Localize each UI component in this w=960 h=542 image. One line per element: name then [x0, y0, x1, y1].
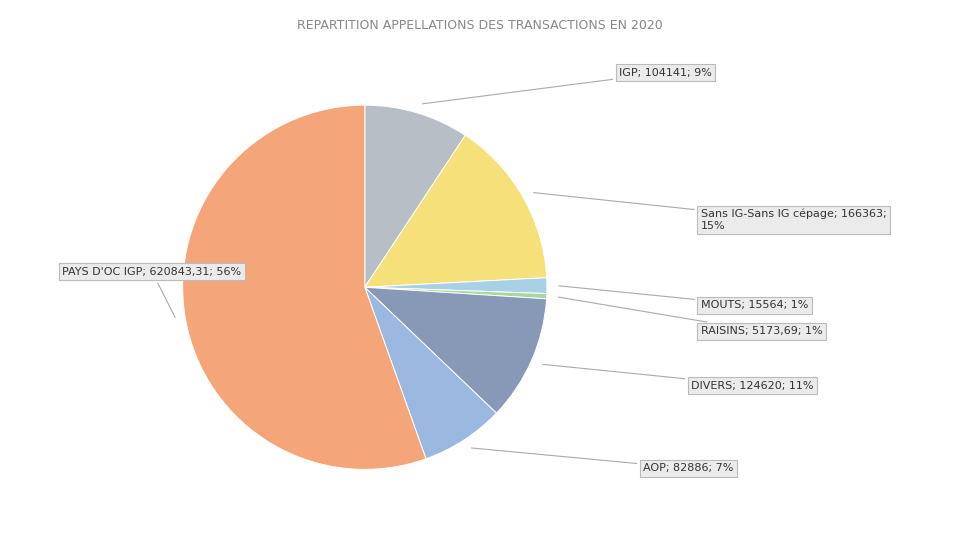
Text: DIVERS; 124620; 11%: DIVERS; 124620; 11% — [542, 364, 814, 391]
Text: IGP; 104141; 9%: IGP; 104141; 9% — [422, 68, 712, 104]
Wedge shape — [365, 136, 546, 287]
Wedge shape — [182, 105, 426, 469]
Wedge shape — [365, 287, 546, 413]
Text: PAYS D'OC IGP; 620843,31; 56%: PAYS D'OC IGP; 620843,31; 56% — [62, 267, 242, 318]
Text: MOUTS; 15564; 1%: MOUTS; 15564; 1% — [559, 286, 808, 311]
Wedge shape — [365, 287, 496, 459]
Wedge shape — [365, 278, 547, 294]
Text: REPARTITION APPELLATIONS DES TRANSACTIONS EN 2020: REPARTITION APPELLATIONS DES TRANSACTION… — [298, 19, 662, 32]
Text: AOP; 82886; 7%: AOP; 82886; 7% — [471, 448, 733, 473]
Text: Sans IG-Sans IG cépage; 166363;
15%: Sans IG-Sans IG cépage; 166363; 15% — [534, 192, 886, 231]
Text: RAISINS; 5173,69; 1%: RAISINS; 5173,69; 1% — [559, 297, 823, 336]
Wedge shape — [365, 287, 547, 299]
Wedge shape — [365, 105, 466, 287]
